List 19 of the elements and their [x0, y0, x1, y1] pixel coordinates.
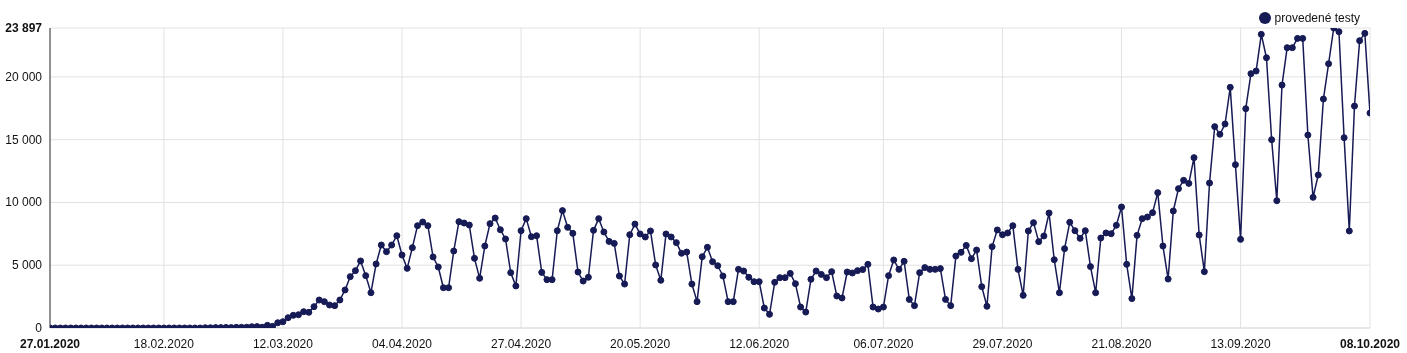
x-tick-label: 29.07.2020	[972, 337, 1033, 351]
y-tick-label: 15 000	[5, 132, 43, 147]
x-tick-label: 27.04.2020	[491, 337, 552, 351]
y-tick-label: 10 000	[5, 195, 43, 210]
x-tick-label: 27.01.2020	[19, 337, 81, 351]
legend-label: provedené testy	[1274, 11, 1360, 25]
y-tick-label: 5 000	[11, 258, 43, 273]
y-tick-label: 23 897	[5, 21, 43, 35]
x-tick-label: 08.10.2020	[1339, 337, 1401, 351]
y-tick-label: 20 000	[5, 69, 43, 84]
x-tick-label: 12.06.2020	[729, 337, 790, 351]
x-tick-label: 13.09.2020	[1210, 337, 1271, 351]
x-tick-label: 18.02.2020	[133, 337, 195, 351]
y-tick-label: 0	[35, 321, 43, 335]
x-tick-label: 12.03.2020	[252, 337, 314, 351]
x-tick-label: 04.04.2020	[371, 337, 433, 351]
x-tick-label: 06.07.2020	[853, 337, 914, 351]
x-tick-label: 21.08.2020	[1091, 337, 1152, 351]
x-tick-label: 20.05.2020	[610, 337, 671, 351]
